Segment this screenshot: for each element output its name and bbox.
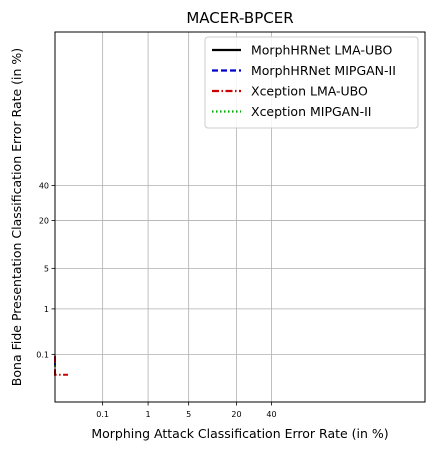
y-tick-label: 1 [44,305,49,314]
y-ticks: 0.1 1 5 20 40 [36,182,55,359]
x-tick-label: 40 [266,410,276,419]
x-tick-label: 5 [186,410,191,419]
x-ticks: 0.1 1 5 20 40 [96,402,277,419]
legend-label-3: Xception MIPGAN-II [251,104,371,119]
y-axis-label: Bona Fide Presentation Classification Er… [9,48,24,386]
legend-box [204,36,419,129]
legend: MorphHRNet LMA-UBO MorphHRNet MIPGAN-II Xc… [204,36,419,129]
legend-label-0: MorphHRNet LMA-UBO [251,43,392,58]
chart-title: MACER-BPCER [186,9,293,27]
y-tick-label: 20 [39,217,49,226]
x-tick-label: 20 [231,410,241,419]
y-tick-label: 0.1 [36,350,49,359]
y-tick-label: 5 [44,264,49,273]
legend-label-2: Xception LMA-UBO [251,84,368,99]
y-tick-label: 40 [39,182,49,191]
x-axis-label: Morphing Attack Classification Error Rat… [91,426,388,441]
x-tick-label: 0.1 [96,410,109,419]
x-tick-label: 1 [146,410,151,419]
plot-frame [54,31,426,403]
grid-lines [55,32,425,402]
legend-label-1: MorphHRNet MIPGAN-II [251,63,396,78]
